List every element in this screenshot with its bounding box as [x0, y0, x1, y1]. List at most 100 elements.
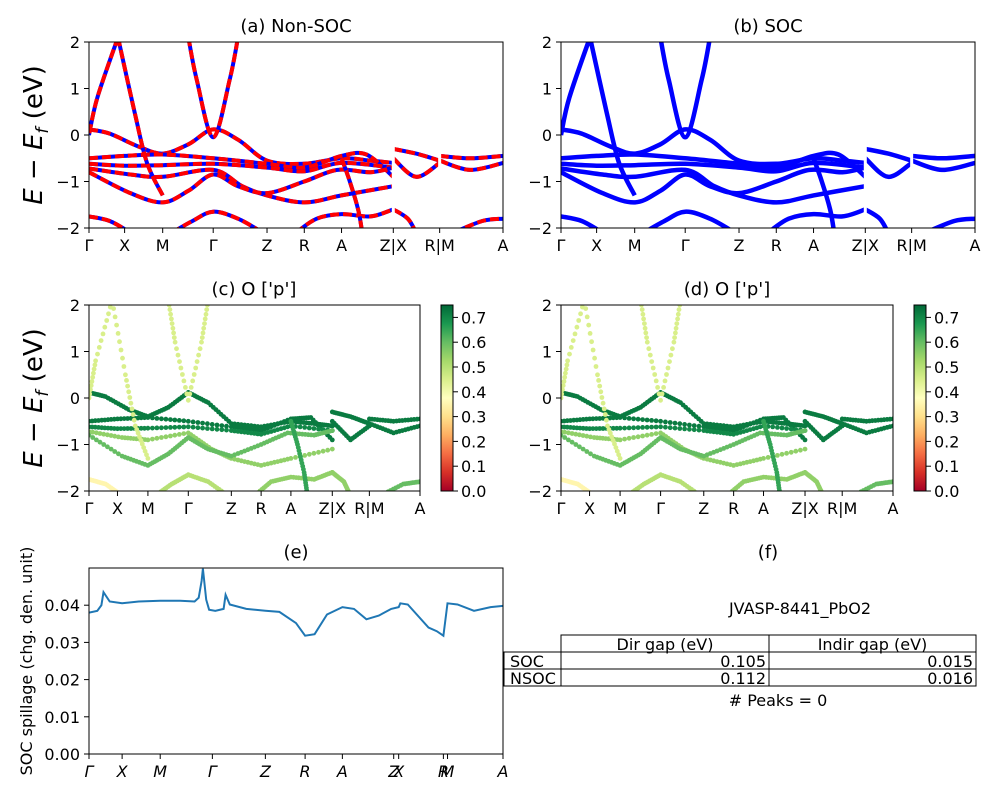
weight-point [600, 426, 606, 431]
weight-point [646, 346, 652, 352]
weight-point [691, 488, 697, 491]
weight-point [653, 418, 659, 424]
weight-point [305, 493, 310, 498]
weight-point [570, 338, 576, 343]
weight-point [770, 424, 776, 430]
weight-point [640, 433, 645, 439]
weight-point [642, 325, 648, 331]
weight-point [138, 425, 144, 431]
weight-point [667, 359, 672, 364]
x-tick-label: X [119, 236, 130, 255]
weight-point [622, 425, 627, 431]
x-tick-label: Γ [85, 499, 94, 518]
panel-f-title: (f) [758, 542, 778, 563]
weight-point [798, 447, 803, 453]
weight-point [589, 339, 594, 345]
weight-point [573, 442, 579, 447]
weight-point [563, 366, 569, 372]
weight-point [94, 430, 99, 436]
colorbar-tick-label: 0.2 [461, 432, 486, 451]
weight-point [661, 385, 666, 390]
weight-point [172, 432, 178, 438]
weight-point [644, 335, 649, 340]
weight-point [775, 453, 780, 458]
weight-point [194, 359, 200, 364]
weight-point [417, 479, 420, 485]
weight-point [311, 426, 317, 431]
x-tick-label: Γ [85, 762, 95, 781]
panel-d-title: (d) O ['p'] [684, 279, 770, 300]
weight-point [417, 423, 420, 429]
weight-point [788, 426, 794, 432]
weight-point [163, 425, 169, 430]
weight-point [97, 439, 103, 445]
weight-point [580, 433, 586, 438]
weight-point [320, 448, 326, 454]
weight-point [202, 316, 208, 322]
weight-point [219, 423, 225, 428]
weight-point [778, 493, 783, 498]
weight-point [677, 305, 683, 308]
weight-point [150, 415, 155, 421]
x-tick-label: M [153, 762, 167, 781]
weight-point [653, 424, 659, 430]
weight-point [132, 423, 138, 429]
table-header: Indir gap (eV) [818, 635, 928, 654]
weight-point [108, 446, 114, 452]
weight-point [144, 452, 149, 458]
projected-points [89, 305, 420, 498]
weight-point [616, 452, 622, 458]
weight-point [644, 339, 650, 345]
colorbar-tick-label: 0.2 [934, 432, 959, 451]
band-line-nsoc-red [392, 207, 416, 228]
weight-point [691, 427, 697, 433]
band-line-nsoc-red [439, 153, 503, 161]
weight-point [638, 298, 643, 303]
x-tick-label: A [888, 499, 899, 518]
band-line-nsoc-red [298, 207, 394, 228]
weight-point [802, 446, 808, 452]
weight-point [626, 435, 632, 441]
weight-point [302, 453, 308, 458]
weight-point [584, 449, 590, 454]
weight-point [224, 427, 229, 433]
axes-frame [560, 41, 976, 229]
weight-point [190, 424, 196, 430]
weight-point [159, 425, 164, 431]
weight-point [677, 421, 683, 427]
band-line-nsoc-red [459, 216, 503, 228]
weight-point [205, 305, 210, 308]
panel-e-ylabel: SOC spillage (chg. den. unit) [17, 547, 36, 776]
weight-point [597, 426, 603, 431]
weight-point [168, 433, 173, 439]
weight-point [561, 379, 567, 384]
weight-point [169, 321, 175, 326]
band-line-nsoc-blue [175, 209, 259, 228]
band-line-nsoc-red [439, 158, 503, 172]
x-tick-label: Γ [656, 499, 665, 518]
x-tick-label: A [498, 236, 509, 255]
band-line-nsoc-red [391, 156, 441, 179]
weight-point [569, 439, 575, 445]
weight-point [254, 492, 259, 497]
colorbar-tick-label: 0.5 [934, 358, 959, 377]
weight-point [687, 426, 692, 432]
weight-point [622, 436, 627, 442]
x-tick-label: A [415, 499, 426, 518]
weight-point [582, 298, 587, 303]
band-line-soc [647, 209, 732, 228]
weight-point [851, 493, 856, 498]
weight-point [176, 432, 182, 437]
weight-point [596, 378, 601, 383]
y-tick-label: −2 [56, 219, 80, 238]
panel-e-title: (e) [283, 542, 308, 563]
weight-point [614, 415, 620, 421]
weight-point [154, 435, 160, 441]
weight-point [118, 347, 124, 353]
x-tick-label: X [392, 762, 405, 781]
weight-point [89, 379, 95, 384]
weight-point [138, 438, 144, 443]
y-tick-label: 0.00 [44, 745, 80, 764]
y-tick-label: −1 [528, 173, 552, 192]
